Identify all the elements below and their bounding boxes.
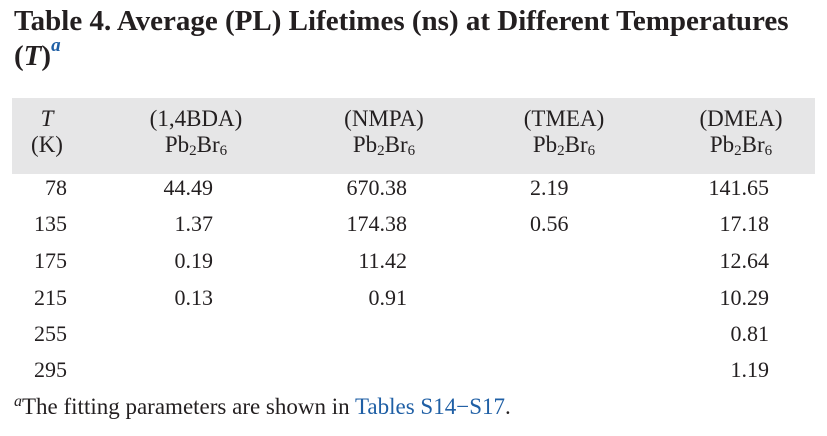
cell-14bda: 1.37 bbox=[174, 211, 214, 236]
table-row: 215 0.13 0.91 10.29 bbox=[0, 280, 827, 316]
cell-14bda: 44.49 bbox=[163, 175, 214, 200]
cell-temperature: 78 bbox=[45, 175, 67, 200]
cell-nmpa: 174.38 bbox=[346, 211, 408, 236]
cell-dmea: 1.19 bbox=[730, 357, 770, 382]
cell-dmea: 17.18 bbox=[719, 211, 770, 236]
cell-temperature: 135 bbox=[34, 211, 67, 236]
table-header: T (K) (1,4BDA) Pb2Br6 (NMPA) Pb2Br6 (TME… bbox=[12, 98, 815, 174]
cell-nmpa: 0.91 bbox=[368, 285, 408, 310]
table-title: Table 4. Average (PL) Lifetimes (ns) at … bbox=[14, 5, 789, 72]
cell-dmea: 10.29 bbox=[719, 285, 770, 310]
cell-14bda: 0.13 bbox=[174, 285, 214, 310]
title-footnote-mark[interactable]: a bbox=[51, 35, 61, 57]
cell-temperature: 215 bbox=[34, 285, 67, 310]
cell-tmea: 2.19 bbox=[530, 175, 569, 200]
cell-temperature: 255 bbox=[34, 321, 67, 346]
cell-nmpa: 670.38 bbox=[346, 175, 408, 200]
footnote-mark: a bbox=[14, 393, 22, 410]
supplementary-tables-link[interactable]: Tables S14−S17 bbox=[354, 394, 505, 419]
cell-dmea: 0.81 bbox=[730, 321, 770, 346]
header-nmpa: (NMPA) Pb2Br6 bbox=[344, 106, 424, 159]
header-14bda: (1,4BDA) Pb2Br6 bbox=[149, 106, 243, 159]
footnote-text: The fitting parameters are shown in bbox=[22, 394, 355, 419]
cell-dmea: 12.64 bbox=[719, 248, 770, 273]
table-row: 255 0.81 bbox=[0, 316, 827, 352]
cell-tmea: 0.56 bbox=[530, 211, 569, 236]
table-row: 175 0.19 11.42 12.64 bbox=[0, 243, 827, 279]
table-row: 295 1.19 bbox=[0, 352, 827, 388]
table-row: 135 1.37 174.38 0.56 17.18 bbox=[0, 206, 827, 242]
cell-nmpa: 11.42 bbox=[358, 248, 407, 273]
header-temperature: T (K) bbox=[31, 106, 63, 157]
cell-14bda: 0.19 bbox=[174, 248, 214, 273]
cell-dmea: 141.65 bbox=[708, 175, 770, 200]
header-dmea: (DMEA) Pb2Br6 bbox=[699, 106, 783, 159]
table-footnote: aThe fitting parameters are shown in Tab… bbox=[14, 393, 511, 419]
cell-temperature: 175 bbox=[34, 248, 67, 273]
table-row: 78 44.49 670.38 2.19 141.65 bbox=[0, 170, 827, 206]
cell-temperature: 295 bbox=[34, 357, 67, 382]
header-tmea: (TMEA) Pb2Br6 bbox=[523, 106, 605, 159]
